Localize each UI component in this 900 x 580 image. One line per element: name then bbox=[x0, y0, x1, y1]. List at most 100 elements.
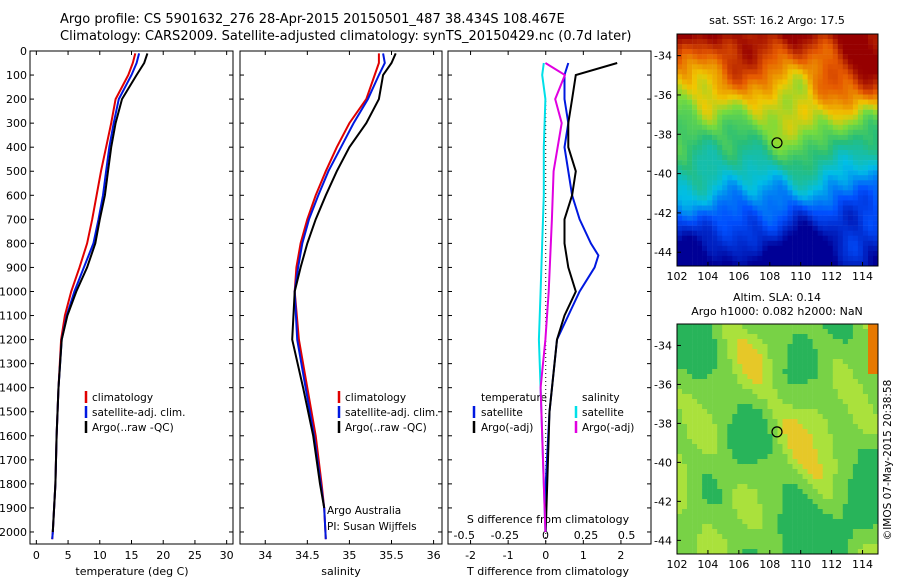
map-cell bbox=[697, 165, 703, 171]
map-cell bbox=[737, 150, 743, 156]
map-cell bbox=[717, 59, 723, 65]
map-cell bbox=[807, 404, 813, 410]
map-cell bbox=[868, 220, 874, 226]
map-cell bbox=[677, 255, 683, 262]
map-cell bbox=[817, 349, 823, 355]
map-cell bbox=[707, 334, 713, 340]
map-cell bbox=[852, 205, 859, 211]
map-cell bbox=[697, 459, 703, 465]
map-cell bbox=[702, 190, 708, 196]
map-cell bbox=[762, 180, 768, 186]
map-cell bbox=[767, 514, 773, 520]
map-cell bbox=[707, 534, 713, 540]
map-cell bbox=[812, 49, 818, 55]
map-cell bbox=[692, 399, 698, 405]
map-cell bbox=[792, 155, 798, 161]
map-cell bbox=[747, 549, 753, 555]
series-argo-raw-qc- bbox=[51, 53, 149, 533]
map-cell bbox=[692, 129, 698, 136]
map-cell bbox=[868, 519, 874, 525]
map-cell bbox=[847, 464, 854, 470]
map-cell bbox=[822, 364, 828, 370]
map-cell bbox=[868, 215, 874, 221]
map-cell bbox=[687, 109, 693, 115]
map-cell bbox=[707, 369, 713, 375]
map-cell bbox=[792, 215, 798, 221]
map-cell bbox=[857, 409, 864, 415]
map-cell bbox=[722, 434, 728, 440]
map-cell bbox=[727, 104, 733, 110]
map-cell bbox=[842, 215, 849, 221]
map-cell bbox=[792, 419, 798, 425]
map-cell bbox=[682, 139, 688, 146]
map-cell bbox=[727, 99, 733, 105]
map-cell bbox=[817, 245, 823, 252]
map-cell bbox=[857, 404, 864, 410]
map-y-tick-label: -44 bbox=[654, 246, 672, 259]
map-cell bbox=[687, 524, 693, 530]
map-cell bbox=[792, 404, 798, 410]
map-cell bbox=[837, 439, 844, 445]
map-cell bbox=[732, 334, 738, 340]
map-cell bbox=[847, 394, 854, 400]
map-cell bbox=[722, 479, 728, 485]
map-cell bbox=[717, 215, 723, 221]
map-cell bbox=[742, 69, 748, 75]
map-cell bbox=[692, 200, 698, 206]
map-cell bbox=[807, 155, 813, 161]
map-cell bbox=[777, 549, 783, 555]
map-x-tick-label: 108 bbox=[759, 558, 780, 571]
map-cell bbox=[747, 165, 753, 171]
map-cell bbox=[852, 354, 859, 360]
map-cell bbox=[692, 459, 698, 465]
map-cell bbox=[762, 255, 768, 262]
map-cell bbox=[732, 399, 738, 405]
map-cell bbox=[802, 389, 808, 395]
map-cell bbox=[687, 165, 693, 171]
map-cell bbox=[817, 544, 823, 550]
x-tick-label: 5 bbox=[65, 549, 72, 562]
map-cell bbox=[712, 339, 718, 345]
map-cell bbox=[868, 160, 874, 166]
map-cell bbox=[682, 180, 688, 186]
map-cell bbox=[817, 324, 823, 330]
map-cell bbox=[777, 220, 783, 226]
map-cell bbox=[722, 200, 728, 206]
map-cell bbox=[697, 225, 703, 231]
map-cell bbox=[757, 349, 763, 355]
map-cell bbox=[772, 39, 778, 45]
map-cell bbox=[842, 339, 849, 345]
map-cell bbox=[677, 344, 683, 350]
map-cell bbox=[777, 155, 783, 161]
map-cell bbox=[868, 170, 874, 176]
map-cell bbox=[732, 514, 738, 520]
map-cell bbox=[832, 124, 839, 131]
map-cell bbox=[802, 250, 808, 257]
map-cell bbox=[702, 185, 708, 191]
map-cell bbox=[687, 384, 693, 390]
x-tick-label: -1 bbox=[503, 549, 514, 562]
y-tick-label: 0 bbox=[20, 45, 27, 58]
map-cell bbox=[682, 354, 688, 360]
map-cell bbox=[687, 124, 693, 131]
series-climatology bbox=[51, 53, 137, 540]
map-cell bbox=[842, 99, 849, 105]
map-cell bbox=[832, 379, 839, 385]
map-cell bbox=[797, 34, 803, 40]
map-cell bbox=[732, 69, 738, 75]
map-cell bbox=[847, 524, 854, 530]
map-cell bbox=[677, 145, 683, 151]
map-cell bbox=[677, 180, 683, 186]
map-cell bbox=[842, 434, 849, 440]
map-cell bbox=[827, 344, 834, 350]
map-cell bbox=[842, 494, 849, 500]
map-cell bbox=[822, 374, 828, 380]
map-cell bbox=[782, 74, 788, 80]
map-cell bbox=[797, 354, 803, 360]
map-cell bbox=[827, 119, 834, 125]
map-cell bbox=[837, 504, 844, 510]
map-cell bbox=[847, 195, 854, 201]
map-cell bbox=[812, 109, 818, 115]
map-cell bbox=[822, 34, 828, 40]
map-cell bbox=[687, 469, 693, 475]
